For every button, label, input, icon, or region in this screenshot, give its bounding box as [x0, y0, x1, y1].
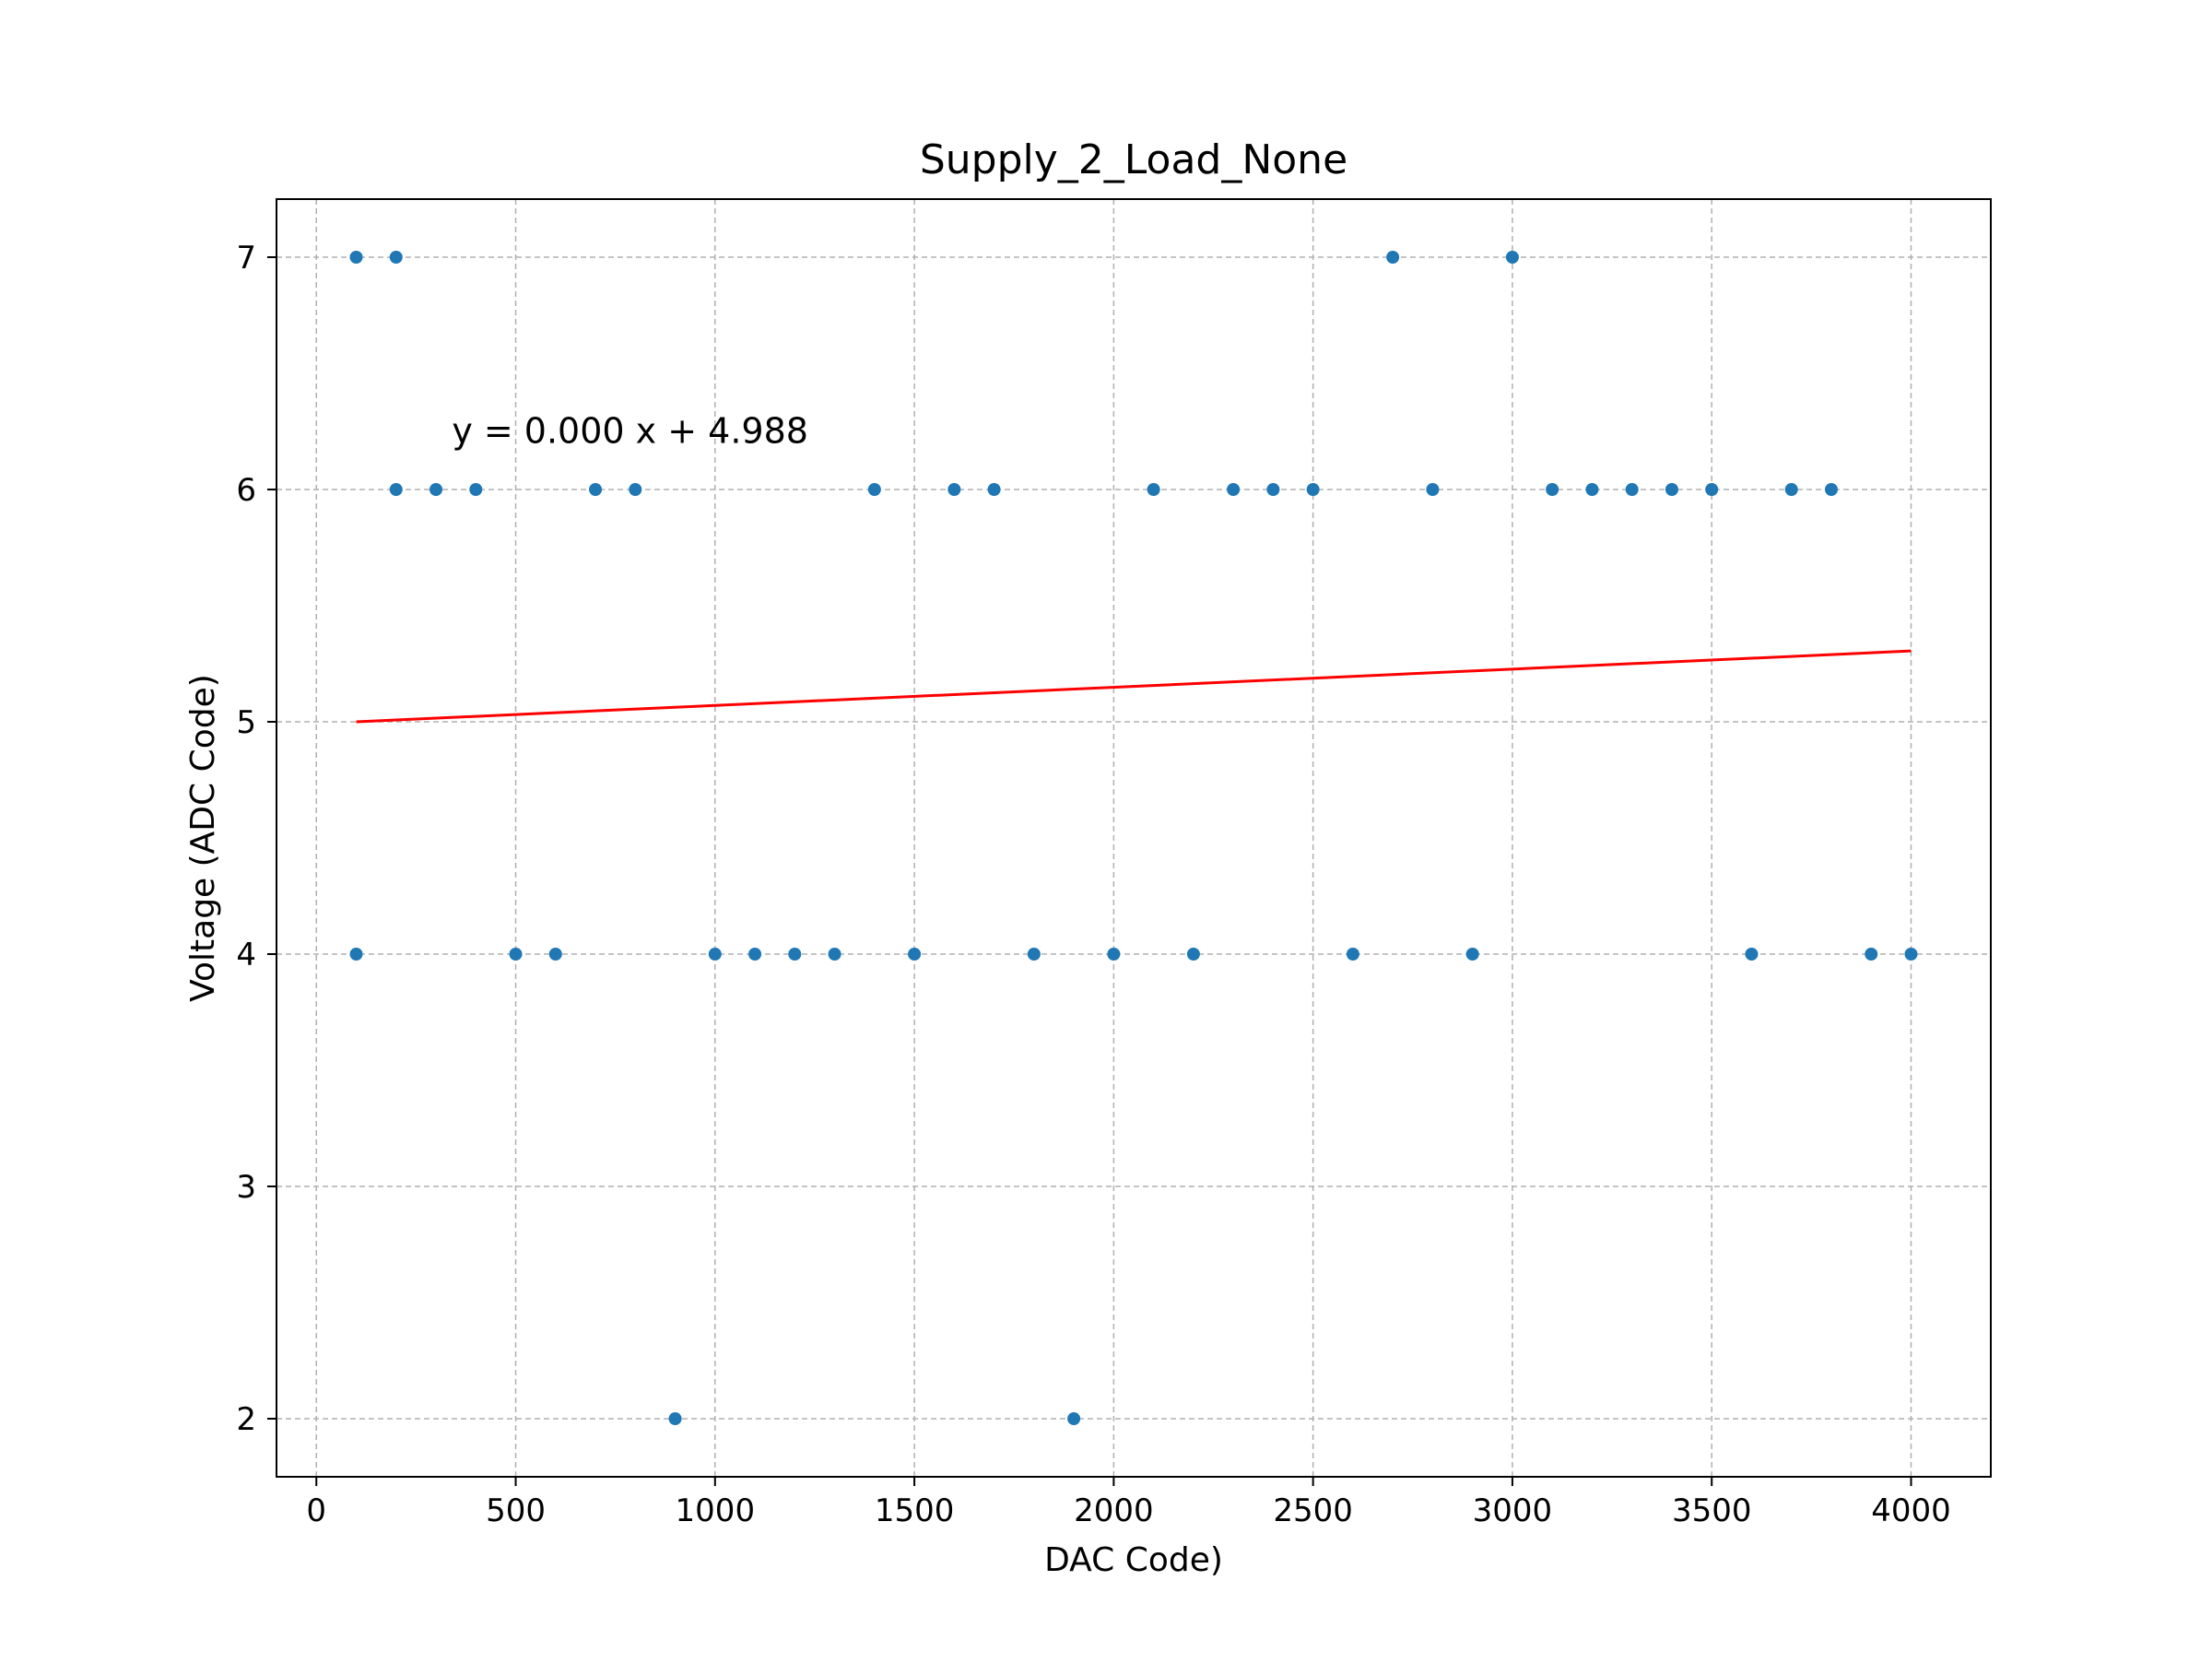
data-point [708, 948, 722, 961]
data-point [947, 483, 961, 496]
data-point [589, 483, 603, 496]
y-tick-label: 7 [236, 240, 256, 277]
data-point [1426, 483, 1440, 496]
data-points [349, 251, 1918, 1425]
data-point [1227, 483, 1241, 496]
chart-title: Supply_2_Load_None [920, 136, 1347, 183]
data-point [987, 483, 1001, 496]
data-point [1865, 948, 1878, 961]
data-point [1386, 251, 1400, 264]
x-tick-label: 4000 [1871, 1492, 1951, 1529]
data-point [1546, 483, 1559, 496]
y-tick-label: 4 [236, 937, 256, 973]
data-point [668, 1412, 682, 1425]
data-point [548, 948, 562, 961]
data-point [1067, 1412, 1081, 1425]
data-point [1505, 251, 1519, 264]
x-tick-label: 3000 [1473, 1492, 1553, 1529]
data-point [389, 483, 403, 496]
x-tick-label: 2000 [1074, 1492, 1154, 1529]
data-point [1186, 948, 1200, 961]
fit-line [356, 649, 1912, 724]
data-point [1904, 948, 1918, 961]
plot-frame [276, 198, 1992, 1478]
x-tick-label: 500 [486, 1492, 546, 1529]
data-point [389, 251, 403, 264]
grid-lines [276, 199, 1991, 1477]
data-point [1784, 483, 1798, 496]
x-tick-label: 1000 [676, 1492, 756, 1529]
data-point [867, 483, 881, 496]
fit-equation-annotation: y = 0.000 x + 4.988 [452, 411, 808, 452]
x-tick-label: 0 [306, 1492, 326, 1529]
y-tick-label: 5 [236, 704, 256, 741]
fit-line-layer [356, 649, 1912, 724]
data-point [908, 948, 922, 961]
y-tick-label: 2 [236, 1401, 256, 1438]
data-point [1665, 483, 1678, 496]
data-point [1147, 483, 1160, 496]
axis-ticks: 0 500 1000 1500 2000 2500 3000 3500 4000 2 3 4 5 6 7 [236, 240, 1950, 1529]
data-point [788, 948, 802, 961]
data-point [748, 948, 762, 961]
data-point [429, 483, 443, 496]
data-point [349, 948, 363, 961]
x-tick-label: 3500 [1672, 1492, 1752, 1529]
y-tick-label: 6 [236, 472, 256, 509]
x-tick-label: 2500 [1273, 1492, 1353, 1529]
data-point [1705, 483, 1719, 496]
x-tick-label: 1500 [875, 1492, 955, 1529]
data-point [629, 483, 642, 496]
data-point [828, 948, 841, 961]
data-point [349, 251, 363, 264]
data-point [1306, 483, 1320, 496]
y-tick-label: 3 [236, 1169, 256, 1206]
data-point [1585, 483, 1599, 496]
data-point [1266, 483, 1280, 496]
data-point [469, 483, 483, 496]
data-point [1027, 948, 1041, 961]
data-point [1465, 948, 1479, 961]
data-point [1824, 483, 1838, 496]
data-point [1745, 948, 1759, 961]
y-axis-label: Voltage (ADC Code) [184, 674, 222, 1002]
x-axis-label: DAC Code) [1044, 1541, 1223, 1579]
data-point [1107, 948, 1121, 961]
data-point [509, 948, 523, 961]
data-point [1625, 483, 1639, 496]
data-point [1346, 948, 1359, 961]
